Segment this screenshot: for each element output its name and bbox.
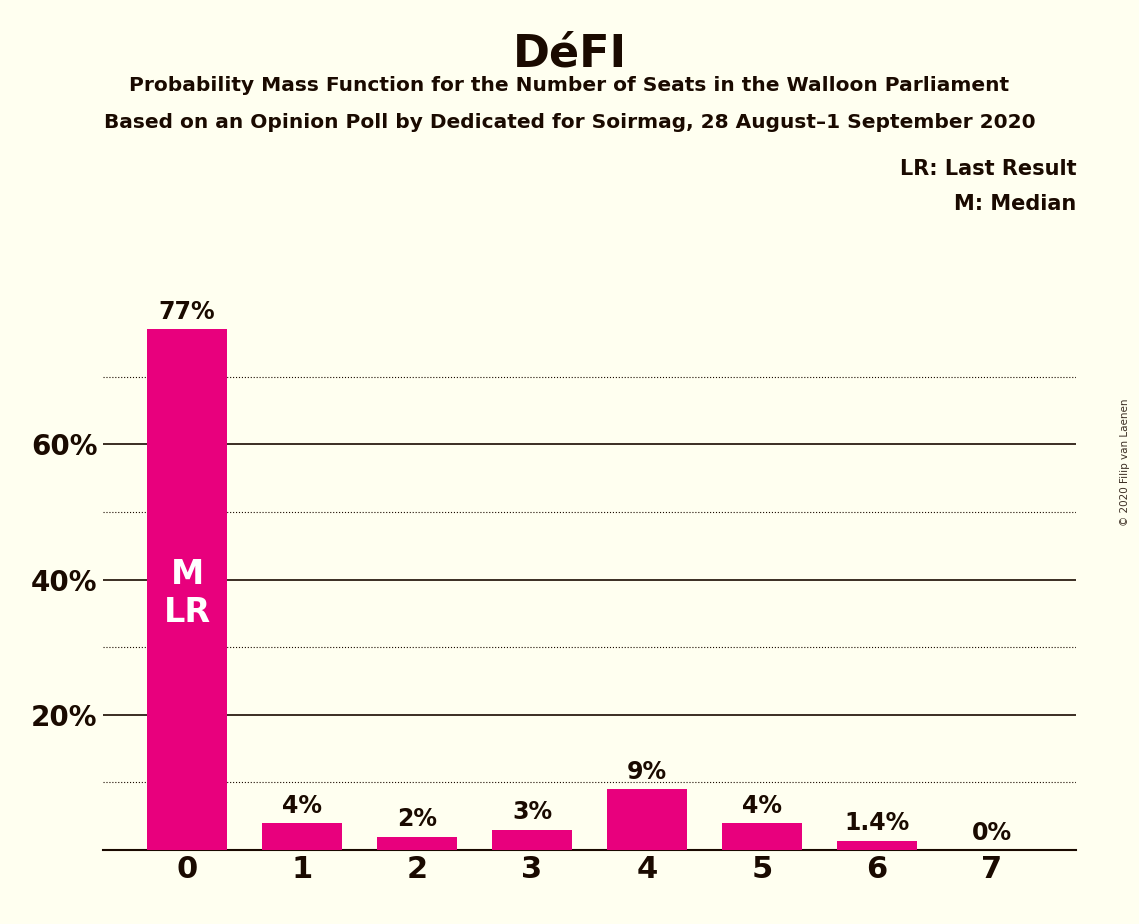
Bar: [377, 836, 457, 850]
Text: 4%: 4%: [741, 794, 781, 818]
Text: M
LR: M LR: [164, 557, 211, 628]
Bar: [147, 330, 228, 850]
Text: Based on an Opinion Poll by Dedicated for Soirmag, 28 August–1 September 2020: Based on an Opinion Poll by Dedicated fo…: [104, 113, 1035, 132]
Text: © 2020 Filip van Laenen: © 2020 Filip van Laenen: [1120, 398, 1130, 526]
Bar: [492, 830, 572, 850]
Text: DéFI: DéFI: [513, 32, 626, 76]
Bar: [607, 789, 687, 850]
Text: M: Median: M: Median: [954, 194, 1076, 214]
Text: LR: Last Result: LR: Last Result: [900, 159, 1076, 179]
Text: Probability Mass Function for the Number of Seats in the Walloon Parliament: Probability Mass Function for the Number…: [130, 76, 1009, 95]
Text: 0%: 0%: [972, 821, 1011, 845]
Text: 1.4%: 1.4%: [844, 811, 910, 835]
Bar: [262, 823, 342, 850]
Text: 4%: 4%: [282, 794, 322, 818]
Text: 2%: 2%: [398, 808, 437, 832]
Text: 77%: 77%: [158, 300, 215, 324]
Text: 3%: 3%: [511, 800, 552, 824]
Text: 9%: 9%: [626, 760, 667, 784]
Bar: [837, 841, 917, 850]
Bar: [722, 823, 802, 850]
